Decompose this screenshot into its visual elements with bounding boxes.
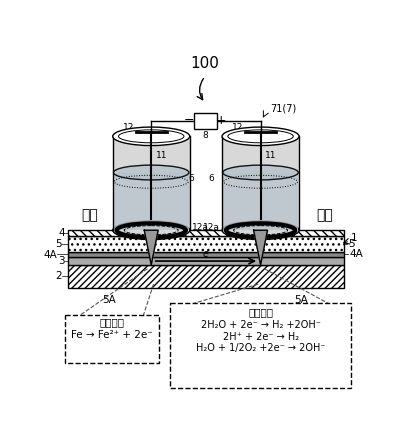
FancyBboxPatch shape bbox=[170, 303, 351, 388]
Text: 5A: 5A bbox=[102, 295, 116, 304]
Text: Fe → Fe²⁺ + 2e⁻: Fe → Fe²⁺ + 2e⁻ bbox=[71, 330, 153, 340]
Text: e: e bbox=[203, 249, 209, 259]
Bar bbox=[113, 172, 189, 230]
Text: 4A: 4A bbox=[350, 249, 364, 259]
Text: 阴极: 阴极 bbox=[81, 208, 98, 222]
Text: 5: 5 bbox=[55, 239, 62, 249]
Text: +: + bbox=[216, 114, 227, 128]
Text: 71(7): 71(7) bbox=[271, 104, 297, 113]
Text: 100: 100 bbox=[191, 56, 220, 71]
Text: 阳极部位: 阳极部位 bbox=[99, 317, 124, 327]
Bar bbox=[68, 265, 344, 288]
Text: 2: 2 bbox=[55, 272, 62, 281]
Text: 11: 11 bbox=[265, 151, 277, 160]
Text: 4: 4 bbox=[59, 228, 65, 238]
Text: 12: 12 bbox=[123, 123, 134, 132]
Text: 阴极部位: 阴极部位 bbox=[249, 307, 273, 317]
Text: 6: 6 bbox=[208, 174, 214, 183]
Text: 6: 6 bbox=[188, 174, 194, 183]
Polygon shape bbox=[144, 230, 158, 265]
Ellipse shape bbox=[113, 165, 189, 180]
Ellipse shape bbox=[113, 221, 190, 240]
Bar bbox=[68, 237, 344, 252]
Text: 5A: 5A bbox=[294, 295, 308, 304]
Bar bbox=[68, 252, 344, 257]
Text: 5: 5 bbox=[348, 239, 355, 249]
FancyBboxPatch shape bbox=[65, 315, 159, 363]
Text: 2H⁺ + 2e⁻ → H₂: 2H⁺ + 2e⁻ → H₂ bbox=[223, 331, 299, 342]
Bar bbox=[222, 136, 299, 230]
Text: 12a: 12a bbox=[192, 223, 209, 233]
Ellipse shape bbox=[223, 165, 298, 180]
Text: −: − bbox=[184, 114, 194, 128]
Text: 12: 12 bbox=[232, 123, 244, 132]
Bar bbox=[68, 230, 344, 237]
Ellipse shape bbox=[222, 221, 299, 240]
Text: 3: 3 bbox=[59, 256, 65, 266]
Text: 1: 1 bbox=[350, 233, 357, 243]
Text: H₂O + 1/2O₂ +2e⁻ → 2OH⁻: H₂O + 1/2O₂ +2e⁻ → 2OH⁻ bbox=[196, 343, 326, 353]
Text: 4A: 4A bbox=[44, 250, 57, 260]
Bar bbox=[194, 113, 217, 128]
Text: 8: 8 bbox=[202, 131, 208, 140]
Bar bbox=[68, 257, 344, 265]
Text: 2H₂O + 2e⁻ → H₂ +2OH⁻: 2H₂O + 2e⁻ → H₂ +2OH⁻ bbox=[201, 320, 321, 330]
Polygon shape bbox=[254, 230, 267, 265]
Text: 11: 11 bbox=[156, 151, 167, 160]
Bar bbox=[223, 172, 298, 230]
Text: 12a: 12a bbox=[203, 223, 220, 233]
Ellipse shape bbox=[113, 127, 190, 146]
Text: 阳极: 阳极 bbox=[316, 208, 333, 222]
Ellipse shape bbox=[222, 127, 299, 146]
Bar bbox=[113, 136, 190, 230]
